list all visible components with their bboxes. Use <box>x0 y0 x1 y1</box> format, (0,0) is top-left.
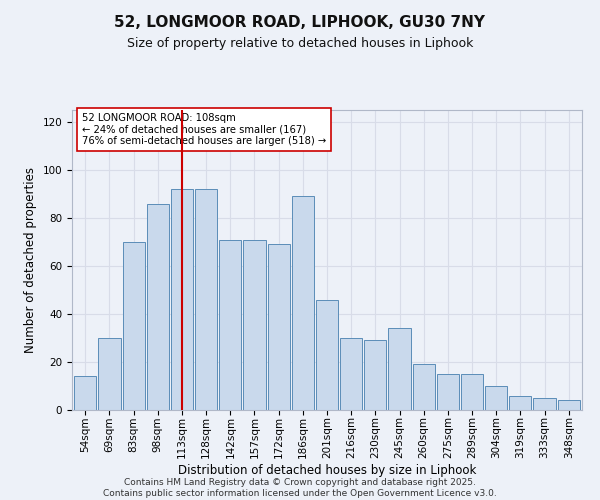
Bar <box>316 300 338 410</box>
Bar <box>340 338 362 410</box>
Text: Size of property relative to detached houses in Liphook: Size of property relative to detached ho… <box>127 38 473 51</box>
Bar <box>509 396 532 410</box>
Bar <box>292 196 314 410</box>
X-axis label: Distribution of detached houses by size in Liphook: Distribution of detached houses by size … <box>178 464 476 477</box>
Bar <box>485 386 508 410</box>
Bar <box>122 242 145 410</box>
Bar <box>146 204 169 410</box>
Bar <box>219 240 241 410</box>
Bar <box>413 364 435 410</box>
Bar <box>171 189 193 410</box>
Bar <box>437 374 459 410</box>
Bar <box>268 244 290 410</box>
Y-axis label: Number of detached properties: Number of detached properties <box>24 167 37 353</box>
Bar <box>244 240 266 410</box>
Bar <box>364 340 386 410</box>
Bar <box>533 398 556 410</box>
Bar <box>74 376 97 410</box>
Bar <box>388 328 410 410</box>
Bar <box>557 400 580 410</box>
Text: 52, LONGMOOR ROAD, LIPHOOK, GU30 7NY: 52, LONGMOOR ROAD, LIPHOOK, GU30 7NY <box>115 15 485 30</box>
Bar <box>461 374 483 410</box>
Bar <box>195 189 217 410</box>
Text: Contains HM Land Registry data © Crown copyright and database right 2025.
Contai: Contains HM Land Registry data © Crown c… <box>103 478 497 498</box>
Text: 52 LONGMOOR ROAD: 108sqm
← 24% of detached houses are smaller (167)
76% of semi-: 52 LONGMOOR ROAD: 108sqm ← 24% of detach… <box>82 113 326 146</box>
Bar <box>98 338 121 410</box>
